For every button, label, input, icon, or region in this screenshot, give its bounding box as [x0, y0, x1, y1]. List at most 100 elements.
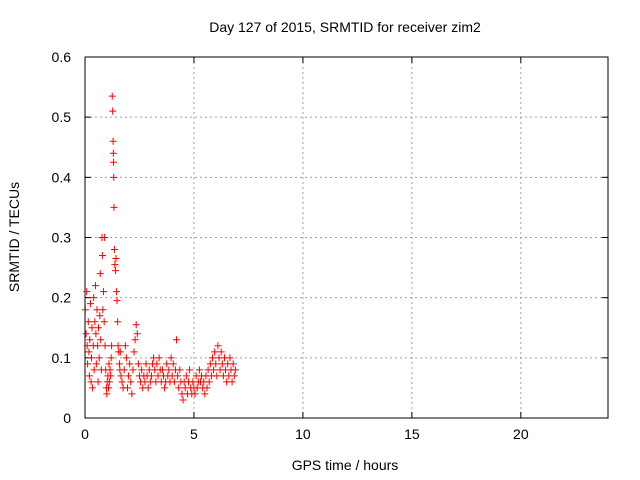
data-point — [105, 360, 113, 368]
data-point — [88, 354, 96, 362]
y-tick-label: 0.4 — [52, 169, 72, 185]
data-point — [95, 324, 103, 332]
y-tick-label: 0.6 — [52, 49, 72, 65]
x-tick-label: 0 — [81, 426, 89, 442]
data-point — [205, 378, 213, 386]
data-point — [211, 348, 219, 356]
data-point — [85, 372, 93, 380]
grid-lines — [85, 57, 608, 418]
data-point — [173, 336, 181, 344]
data-point — [214, 342, 222, 350]
data-point — [106, 366, 114, 374]
data-point — [230, 372, 238, 380]
data-point — [201, 390, 209, 398]
axis-ticks: 0 5 10 15 20 0 0.1 0.2 0.3 0.4 0.5 0.6 — [52, 49, 608, 442]
data-point — [144, 384, 152, 392]
data-point — [125, 372, 133, 380]
data-point — [110, 158, 118, 166]
data-point — [129, 366, 137, 374]
data-point — [105, 378, 113, 386]
data-point — [88, 324, 96, 332]
data-point — [112, 267, 120, 275]
data-point — [228, 378, 236, 386]
data-point — [96, 270, 104, 278]
x-tick-label: 5 — [190, 426, 198, 442]
y-tick-label: 0.3 — [52, 230, 72, 246]
data-point — [94, 378, 102, 386]
data-point — [175, 384, 183, 392]
data-point — [116, 348, 124, 356]
data-point — [122, 354, 130, 362]
data-point — [153, 360, 161, 368]
data-point — [208, 354, 216, 362]
data-point — [109, 107, 117, 115]
data-point — [92, 360, 100, 368]
data-point — [86, 336, 94, 344]
data-point — [195, 366, 203, 374]
data-point — [82, 330, 90, 338]
data-point — [130, 348, 138, 356]
data-point — [114, 342, 122, 350]
data-point — [213, 372, 221, 380]
y-tick-label: 0.1 — [52, 350, 72, 366]
data-point — [179, 396, 187, 404]
data-point — [85, 348, 93, 356]
data-points — [81, 92, 239, 404]
data-point — [203, 384, 211, 392]
data-point — [83, 342, 91, 350]
data-point — [167, 354, 175, 362]
data-point — [84, 360, 92, 368]
data-point — [103, 390, 111, 398]
data-point — [101, 342, 109, 350]
data-point — [89, 384, 97, 392]
data-point — [212, 360, 220, 368]
data-point — [217, 348, 225, 356]
data-point — [101, 234, 109, 241]
data-point — [170, 378, 178, 386]
data-point — [123, 384, 131, 392]
data-point — [174, 372, 182, 380]
data-point — [134, 360, 142, 368]
data-point — [163, 360, 171, 368]
data-point — [113, 288, 121, 296]
data-point — [126, 360, 134, 368]
x-tick-label: 10 — [295, 426, 311, 442]
data-point — [86, 300, 94, 308]
y-axis-title: SRMTID / TECUs — [6, 182, 22, 292]
data-point — [147, 372, 155, 380]
data-point — [96, 312, 104, 320]
x-axis-title: GPS time / hours — [292, 457, 399, 473]
data-point — [120, 366, 128, 374]
data-point — [226, 354, 234, 362]
data-point — [169, 360, 177, 368]
data-point — [90, 366, 98, 374]
data-point — [111, 261, 119, 269]
data-point — [109, 149, 117, 157]
data-point — [127, 378, 135, 386]
data-point — [92, 330, 100, 338]
data-point — [108, 92, 116, 100]
data-point — [182, 372, 190, 380]
data-point — [155, 354, 163, 362]
data-point — [128, 390, 136, 398]
y-tick-label: 0.2 — [52, 290, 72, 306]
data-point — [100, 288, 108, 296]
data-point — [91, 318, 99, 326]
data-point — [87, 378, 95, 386]
data-point — [118, 378, 126, 386]
data-point — [113, 297, 121, 305]
data-point — [109, 137, 117, 145]
data-point — [142, 360, 150, 368]
data-point — [121, 342, 129, 350]
data-point — [112, 255, 120, 263]
data-point — [110, 203, 118, 211]
data-point — [107, 372, 115, 380]
data-point — [165, 366, 173, 374]
data-point — [133, 330, 141, 338]
data-point — [99, 306, 107, 314]
data-point — [114, 318, 122, 326]
data-point — [93, 306, 101, 314]
data-point — [84, 318, 92, 326]
x-tick-label: 20 — [513, 426, 529, 442]
